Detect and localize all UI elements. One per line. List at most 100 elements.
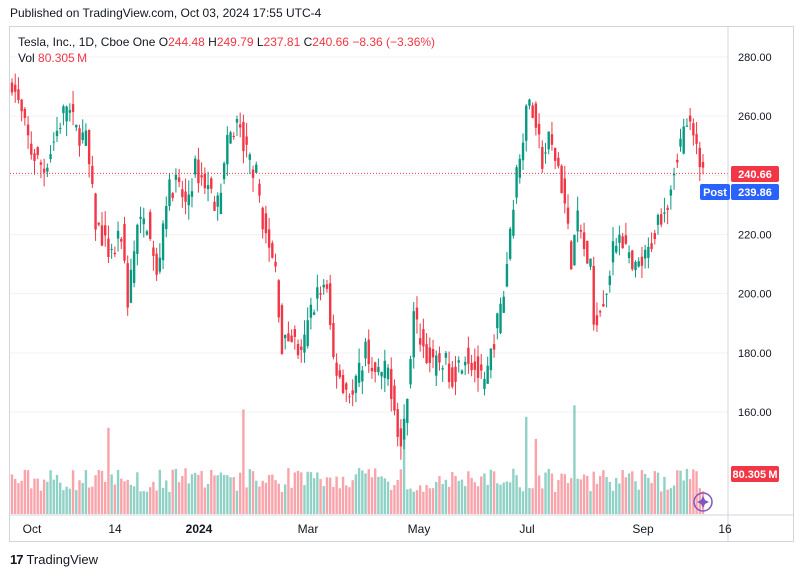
volume-badge: 80.305 M (731, 466, 779, 482)
candle-body (120, 238, 123, 242)
volume-bar (296, 470, 300, 514)
candle-body (325, 284, 329, 289)
volume-bar (573, 405, 576, 514)
candle-body (441, 368, 444, 370)
volume-bar (518, 487, 522, 514)
volume-bar (640, 470, 644, 514)
volume-bar (515, 475, 518, 514)
volume-bar (393, 485, 396, 514)
candle-body (396, 409, 399, 437)
candle-body (534, 103, 538, 128)
volume-bar (332, 486, 335, 514)
candle-body (377, 366, 380, 373)
candle-body (518, 158, 522, 178)
candle-body (470, 363, 473, 371)
volume-bar (168, 491, 171, 514)
candle-body (177, 177, 181, 183)
volume-bar (325, 477, 329, 514)
volume-bar (470, 477, 473, 514)
candle-body (566, 207, 570, 224)
volume-bar (669, 488, 673, 514)
volume-bar (473, 482, 477, 514)
post-market-badge: Post 239.86 (700, 184, 779, 200)
volume-bar (525, 416, 528, 514)
volume-bar (264, 482, 268, 514)
candle-body (152, 247, 155, 256)
candle-body (328, 283, 332, 325)
volume-bar (528, 488, 531, 514)
candle-body (91, 165, 94, 184)
volume-bar (158, 469, 162, 514)
volume-bar (492, 471, 496, 514)
volume-bar (663, 476, 666, 514)
volume-bar (126, 479, 129, 514)
candle-body (145, 231, 149, 235)
volume-bar (377, 476, 380, 514)
candle-body (59, 127, 62, 129)
volume-bar (62, 490, 65, 514)
magic-icon[interactable] (693, 492, 713, 512)
volume-bar (480, 476, 483, 514)
candle-body (570, 241, 573, 270)
symbol-name[interactable]: Tesla, Inc., 1D, Cboe One (18, 35, 156, 49)
change-value: −8.36 (−3.36%) (352, 35, 436, 49)
volume-bar (386, 481, 390, 514)
candle-body (49, 154, 52, 160)
candle-body (553, 147, 557, 161)
close-value: 240.66 (312, 35, 349, 49)
volume-bar (226, 475, 229, 514)
footer-brand[interactable]: 17 TradingView (10, 552, 98, 567)
candle-body (663, 212, 666, 214)
volume-bar (570, 478, 573, 514)
candle-body (383, 360, 387, 379)
volume-bar (380, 476, 383, 514)
candle-body (351, 390, 354, 395)
candle-body (155, 253, 158, 275)
candle-body (197, 159, 200, 184)
candle-body (348, 396, 351, 398)
volume-bar (129, 484, 133, 514)
volume-bar (463, 486, 467, 514)
volume-bar (190, 474, 194, 514)
volume-bar (213, 475, 216, 514)
low-value: 237.81 (263, 35, 301, 49)
candle-body (605, 293, 608, 295)
volume-bar (94, 475, 97, 514)
volume-bar (200, 471, 203, 514)
candle-body (502, 296, 505, 313)
volume-bar (508, 482, 512, 514)
candle-body (589, 258, 592, 267)
candle-body (296, 343, 300, 356)
volume-bar (71, 470, 75, 514)
volume-legend-value: 80.305 M (38, 51, 88, 65)
candle-body (451, 367, 454, 387)
candle-body (287, 333, 290, 342)
candle-body (425, 344, 428, 363)
high-label: H (208, 35, 217, 49)
volume-bar (30, 488, 33, 514)
volume-bar (660, 491, 663, 514)
volume-bar (537, 475, 541, 514)
candle-body (544, 152, 547, 154)
candle-body (676, 159, 679, 163)
candle-body (457, 360, 460, 363)
volume-bar (46, 481, 49, 514)
chart-frame[interactable] (9, 26, 794, 542)
volume-bar (20, 480, 23, 514)
candle-body (361, 370, 364, 382)
candle-body (136, 224, 139, 254)
volume-bar (139, 491, 142, 514)
x-tick-label: May (408, 522, 431, 536)
volume-bar (107, 427, 110, 514)
candle-body (142, 218, 145, 225)
candle-body (627, 252, 631, 258)
candle-body (104, 225, 107, 236)
candle-body (380, 371, 383, 377)
candle-body (618, 234, 621, 243)
close-label: C (303, 35, 313, 49)
x-tick-label: Jul (519, 522, 534, 536)
candle-body (685, 125, 689, 127)
volume-bar (348, 487, 351, 514)
candle-body (261, 207, 264, 230)
